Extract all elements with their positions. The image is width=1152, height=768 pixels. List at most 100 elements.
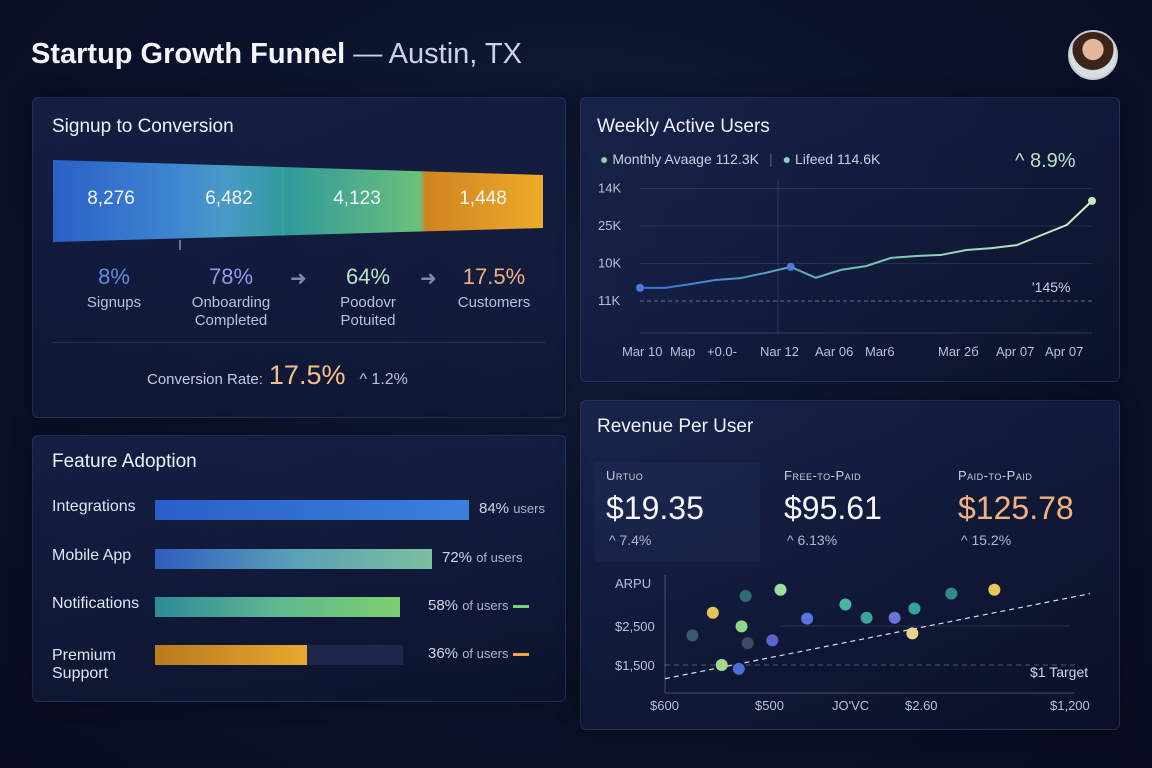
scatter-point [801,612,814,625]
data-point [786,262,795,271]
funnel-panel [32,97,566,418]
feature-pct: 58% of users [428,597,529,614]
kpi-delta: ^ 6.13% [787,532,838,548]
feature-pct: 84% users [479,500,545,517]
y-tick-label: 25K [598,218,621,233]
scatter-point [839,598,852,611]
feature-bar-fill [155,597,400,617]
stage-pct: 64% [345,264,391,289]
feature-bar [155,645,403,665]
x-tick-label: $600 [650,698,679,713]
scatter-point [945,587,958,600]
kpi-delta: ^ 7.4% [609,532,652,548]
x-tick-label: Mar6 [865,344,895,359]
funnel-shape [53,160,543,242]
legend-item: ● Lifeed 114.6K [782,151,881,167]
stage-pct: 17.5% [462,264,526,289]
scatter-point [706,606,719,619]
y-axis-label: ARPU [615,576,651,591]
x-tick-label: $500 [755,698,784,713]
funnel-title: Signup to Conversion [52,116,234,137]
kpi-value: $125.78 [958,490,1074,526]
stage-pct: 8% [98,264,130,289]
kpi-label: Urtuo [606,468,644,483]
funnel-chart [53,160,543,250]
feature-bar [155,597,400,617]
feature-bar-fill [155,500,469,520]
funnel-connector [179,240,181,250]
divider [52,342,546,343]
conversion-rate: Conversion Rate: 17.5% ^ 1.2% [147,360,408,390]
feature-label: Mobile App [52,547,132,564]
feature-title: Feature Adoption [52,451,197,472]
stage-label: Signups [86,294,142,311]
x-tick-label: Mar 10 [622,344,662,359]
data-point [636,283,644,292]
kpi-label: Paid-to-Paid [958,468,1033,483]
feature-bar [155,500,469,520]
kpi-delta: ^ 15.2% [961,532,1012,548]
x-tick-label: Apr 07 [1045,344,1083,359]
x-tick-label: Apr 07 [996,344,1034,359]
scatter-point [732,662,745,675]
scatter-point [686,629,699,642]
y-tick-label: 10K [598,256,621,271]
arrow-right-icon: ➜ [290,268,307,290]
scatter-point [715,659,728,671]
feature-label: Premium Support [52,647,117,682]
y-tick-label: $2,500 [615,619,655,634]
stage-label: Poodovr Potuited [340,294,396,329]
y-tick-label: $1,500 [615,658,655,673]
scatter-point [739,589,752,602]
feature-bar [155,549,432,569]
x-tick-label: $2.60 [905,698,938,713]
target-label: $1 Target [1030,664,1088,680]
revenue-title: Revenue Per User [597,416,754,437]
funnel-value: 4,123 [333,188,381,209]
legend-item: ● Monthly Avaage 112.3K [600,151,759,167]
wau-legend: ● Monthly Avaage 112.3K | ● Lifeed 114.6… [600,151,881,167]
stage-label: Customers [457,294,531,311]
stage-pct: 78% [208,264,254,289]
feature-pct: 36% of users [428,645,529,662]
arpu-scatter: ARPU $2,500 $1,500 $1 Target $600 $500 JO'VC $2… [615,575,1091,713]
annotation: '145% [1032,279,1070,295]
wau-title: Weekly Active Users [597,116,770,137]
wau-chart: 11K 10K 25K 14K Mar 10 Map +0.0- Nar 12 Aar 06 Ma… [598,180,1096,359]
arrow-right-icon: ➜ [420,268,437,290]
stage-label: Onboarding Completed [191,294,271,329]
funnel-value: 6,482 [205,188,253,209]
trend-line [664,593,1091,680]
y-tick-label: 14K [598,181,621,196]
scatter-point [860,611,873,624]
x-tick-label: JO'VC [832,698,869,713]
scatter-point [741,637,754,650]
x-tick-label: Mar 2б [938,344,979,359]
funnel-value: 1,448 [459,188,507,209]
feature-bar-fill [155,549,432,569]
scatter-point [735,620,748,633]
revenue-panel [580,400,1120,730]
scatter-point [888,611,901,624]
data-point [1088,196,1096,205]
x-tick-label: $1,200 [1050,698,1090,713]
funnel-value: 8,276 [87,188,135,209]
feature-pct: 72% of users [442,549,523,566]
kpi-highlight [595,462,760,562]
y-tick-label: 11K [598,293,620,308]
feature-label: Notifications [52,595,140,612]
user-avatar[interactable] [1068,30,1118,80]
kpi-value: $19.35 [606,490,704,526]
x-tick-label: Aar 06 [815,344,853,359]
x-tick-label: +0.0- [707,344,737,359]
wau-series-line [640,200,1093,289]
x-tick-label: Map [670,344,695,359]
kpi-label: Free-to-Paid [784,468,862,483]
page-title: Startup Growth Funnel — Austin, TX [31,38,522,70]
x-tick-label: Nar 12 [760,344,799,359]
scatter-point [908,602,921,615]
kpi-value: $95.61 [784,490,882,526]
feature-bar-fill [155,645,307,665]
wau-delta: ^ 8.9% [1015,150,1076,172]
scatter-point [906,627,919,640]
